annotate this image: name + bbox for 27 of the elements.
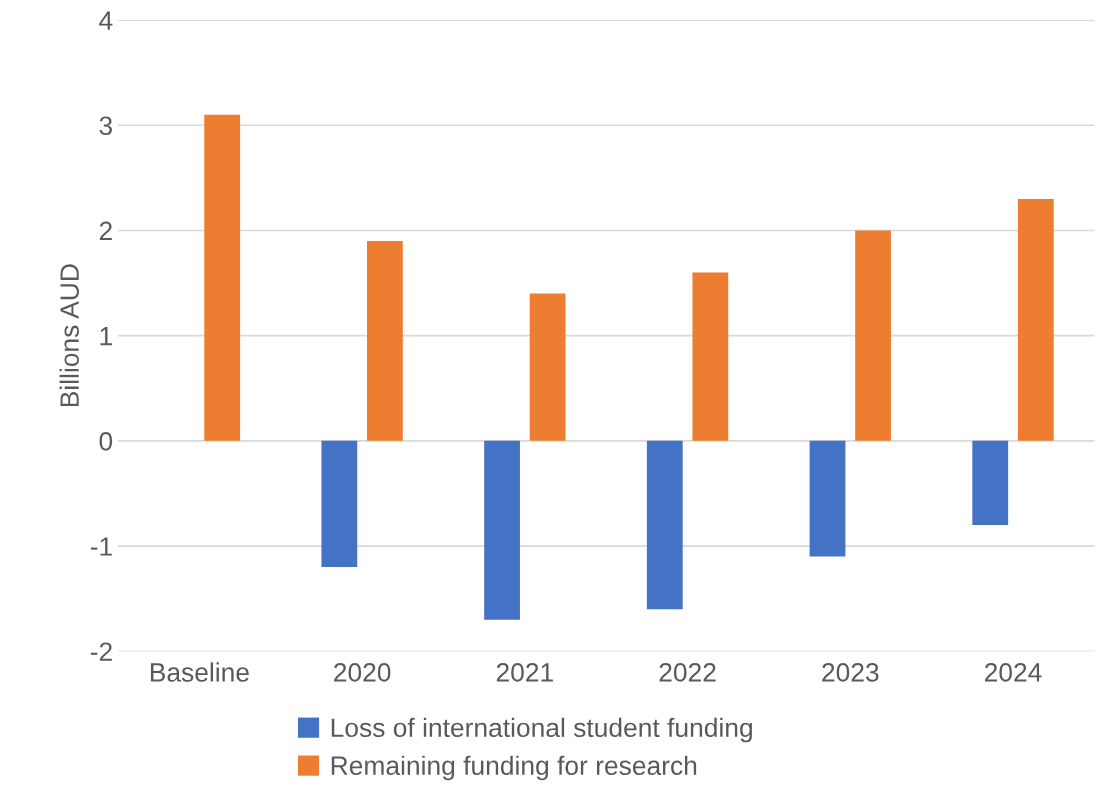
y-tick-label: -1 bbox=[90, 537, 112, 556]
y-tick-label: 0 bbox=[99, 431, 113, 451]
bar bbox=[1017, 198, 1054, 441]
bar bbox=[855, 230, 891, 441]
x-tick-label: 2023 bbox=[822, 663, 879, 682]
y-axis-title: Billions AUD bbox=[59, 264, 79, 407]
x-tick-label: 2021 bbox=[496, 663, 553, 682]
bar bbox=[321, 440, 358, 568]
legend-label: Loss of international student funding bbox=[331, 717, 752, 743]
legend-label: Remaining funding for research bbox=[331, 755, 697, 781]
bar bbox=[809, 440, 846, 557]
bar bbox=[972, 440, 1009, 526]
bar bbox=[692, 272, 729, 441]
x-tick-label: Baseline bbox=[150, 662, 249, 682]
x-tick-label: 2020 bbox=[334, 663, 391, 682]
bar bbox=[484, 440, 520, 620]
y-tick-label: -2 bbox=[90, 642, 112, 661]
x-tick-label: 2024 bbox=[984, 663, 1042, 682]
x-tick-label: 2022 bbox=[659, 663, 716, 682]
y-tick-label: 1 bbox=[100, 327, 112, 346]
y-tick-label: 3 bbox=[99, 116, 113, 136]
bar bbox=[646, 440, 683, 610]
bar bbox=[367, 241, 403, 441]
y-tick-label: 4 bbox=[99, 11, 113, 30]
y-tick-label: 2 bbox=[99, 221, 112, 241]
bar bbox=[204, 114, 241, 441]
bar bbox=[529, 293, 566, 441]
